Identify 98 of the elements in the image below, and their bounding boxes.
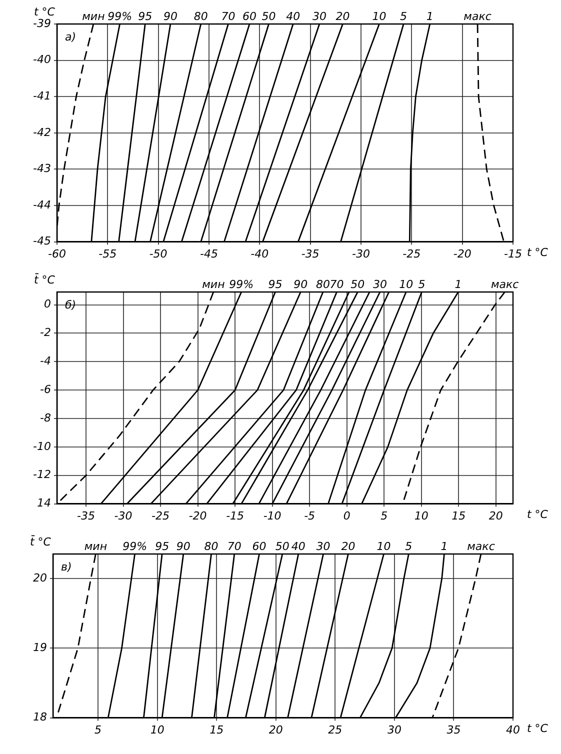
x-tick-label: -55 bbox=[98, 247, 117, 260]
series-label: 90 bbox=[294, 278, 308, 291]
x-tick-label: 40 bbox=[506, 723, 520, 736]
y-tick-label: 0 bbox=[44, 298, 51, 311]
x-tick-label: 0 bbox=[343, 509, 350, 522]
series-label: 10 bbox=[372, 10, 386, 23]
series-label: 60 bbox=[242, 10, 257, 23]
y-tick-label: 19 bbox=[32, 640, 47, 654]
x-tick-label: 20 bbox=[268, 723, 283, 736]
y-tick-label: 18 bbox=[32, 710, 47, 724]
y-tick-label: -44 bbox=[33, 198, 51, 212]
series-label: 30 bbox=[312, 10, 326, 23]
series-label: 1 bbox=[454, 278, 462, 291]
x-axis-title: t °C bbox=[527, 722, 548, 736]
x-tick-label: 10 bbox=[414, 509, 428, 522]
series-label: 20 bbox=[336, 10, 350, 23]
series-label: 99% bbox=[229, 278, 254, 291]
y-tick-label: -43 bbox=[33, 162, 51, 176]
y-tick-label: -4 bbox=[40, 354, 51, 368]
series-label: 1 bbox=[440, 540, 448, 553]
series-label: 20 bbox=[341, 540, 356, 553]
series-label: 30 bbox=[316, 540, 330, 553]
x-tick-label: 10 bbox=[150, 723, 164, 736]
x-axis-title: t °C bbox=[527, 246, 548, 260]
series-label: макс bbox=[490, 278, 519, 291]
x-tick-label: -35 bbox=[301, 247, 320, 260]
annotation: в) bbox=[60, 560, 72, 574]
series-label: 50 bbox=[262, 10, 276, 23]
series-label: 5 bbox=[400, 10, 408, 23]
y-axis-title: t̄ °C bbox=[34, 272, 56, 286]
series-label: 95 bbox=[155, 540, 170, 553]
annotation: а) bbox=[64, 30, 76, 44]
series-label: 40 bbox=[286, 10, 300, 23]
x-axis-title: t °C bbox=[527, 508, 548, 522]
x-tick-label: -20 bbox=[188, 509, 207, 522]
series-label: 5 bbox=[418, 278, 426, 291]
series-label: 95 bbox=[138, 10, 152, 23]
series-label: 70 bbox=[330, 278, 344, 291]
y-tick-label: -12 bbox=[33, 468, 51, 482]
x-tick-label: -30 bbox=[352, 247, 370, 260]
series-label: макс bbox=[467, 540, 495, 553]
series-label: 1 bbox=[426, 10, 434, 23]
x-tick-label: 30 bbox=[387, 723, 402, 736]
series-label: 50 bbox=[275, 540, 290, 553]
series-label: 99% bbox=[108, 10, 132, 23]
series-label: 30 bbox=[372, 278, 387, 291]
x-tick-label: 5 bbox=[380, 509, 388, 522]
series-label: 95 bbox=[268, 278, 282, 291]
x-tick-label: -35 bbox=[77, 509, 96, 522]
x-tick-label: -40 bbox=[250, 247, 269, 260]
x-tick-label: -30 bbox=[114, 509, 132, 522]
x-tick-label: -45 bbox=[200, 247, 218, 260]
y-tick-label: -42 bbox=[33, 126, 51, 139]
series-label: мин bbox=[82, 10, 105, 23]
series-label: 80 bbox=[316, 278, 330, 291]
y-tick-label: -8 bbox=[40, 411, 51, 424]
x-tick-label: 35 bbox=[446, 723, 461, 736]
series-label: 70 bbox=[227, 540, 242, 553]
x-tick-label: -15 bbox=[504, 247, 522, 260]
y-tick-label: -40 bbox=[33, 53, 51, 66]
series-label: 10 bbox=[376, 540, 391, 553]
series-label: 5 bbox=[405, 540, 412, 553]
series-label: 50 bbox=[350, 278, 365, 291]
y-tick-label: -2 bbox=[40, 326, 51, 340]
y-tick-label: -41 bbox=[33, 89, 51, 102]
x-tick-label: 15 bbox=[210, 723, 224, 736]
y-tick-label: -45 bbox=[33, 234, 51, 248]
x-tick-label: 15 bbox=[452, 509, 466, 522]
series-label: 80 bbox=[204, 540, 218, 553]
x-tick-label: 5 bbox=[94, 723, 102, 736]
y-axis-title: t °C bbox=[34, 5, 56, 18]
y-tick-label: -10 bbox=[33, 440, 51, 453]
series-label: мин bbox=[202, 278, 225, 291]
y-tick-label: 20 bbox=[32, 571, 47, 584]
x-tick-label: -25 bbox=[402, 247, 421, 260]
series-label: 99% bbox=[122, 540, 148, 553]
x-tick-label: -10 bbox=[263, 509, 282, 522]
x-tick-label: -50 bbox=[149, 247, 168, 260]
series-label: 70 bbox=[221, 10, 236, 23]
x-tick-label: -5 bbox=[304, 509, 316, 522]
series-label: 90 bbox=[176, 540, 190, 553]
series-label: 60 bbox=[252, 540, 266, 553]
y-tick-label: -6 bbox=[40, 382, 51, 396]
y-tick-label: -39 bbox=[33, 16, 51, 30]
series-label: 10 bbox=[399, 278, 414, 291]
series-label: 40 bbox=[291, 540, 306, 553]
x-tick-label: 20 bbox=[488, 509, 503, 522]
x-tick-label: -60 bbox=[48, 247, 66, 260]
y-axis-title: t̄ °C bbox=[30, 534, 52, 548]
y-tick-label: 14 bbox=[36, 496, 51, 510]
x-tick-label: -15 bbox=[226, 509, 244, 522]
series-label: мин bbox=[84, 540, 107, 553]
series-label: 80 bbox=[194, 10, 208, 23]
x-tick-label: -25 bbox=[152, 509, 170, 522]
series-label: 90 bbox=[163, 10, 178, 23]
x-tick-label: -20 bbox=[453, 247, 472, 260]
series-label: макс bbox=[464, 10, 492, 23]
x-tick-label: 25 bbox=[328, 723, 342, 736]
